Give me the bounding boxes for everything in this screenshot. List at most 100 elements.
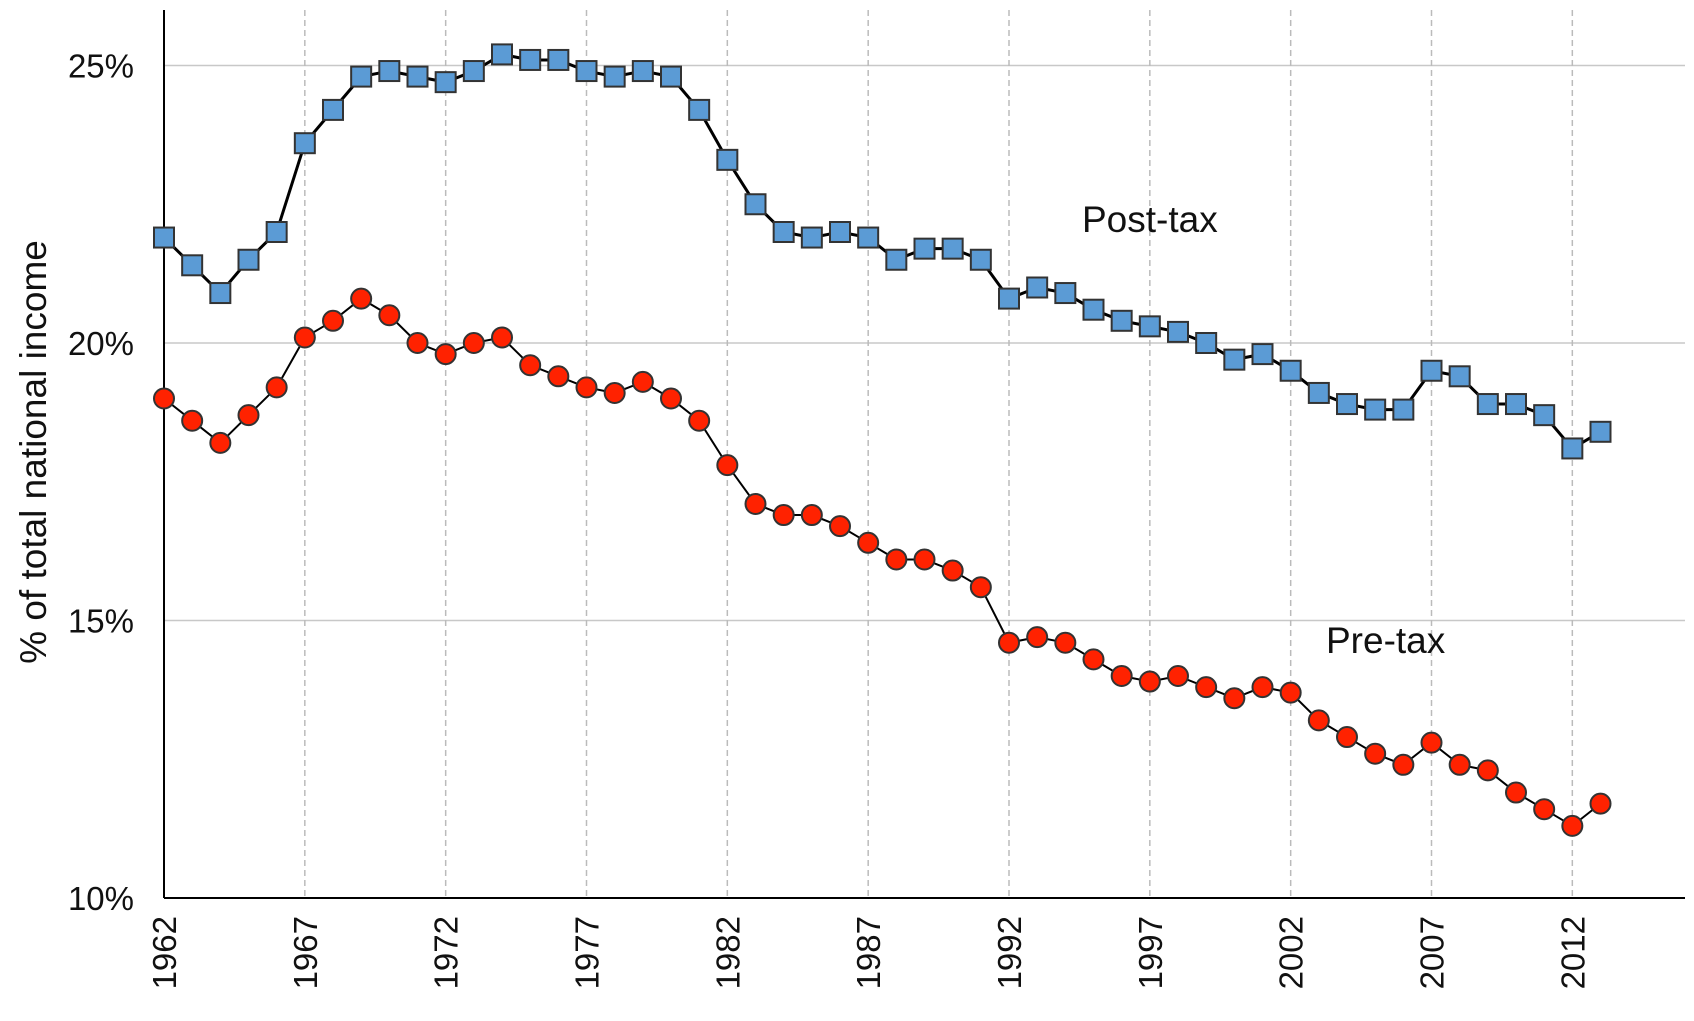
point — [631, 60, 654, 83]
point — [1336, 726, 1358, 749]
point — [1561, 814, 1584, 837]
point — [265, 376, 288, 399]
x-tick-label: 1997 — [1132, 916, 1169, 989]
point — [1420, 731, 1443, 754]
point — [631, 370, 654, 393]
point — [1533, 798, 1556, 821]
x-tick-label: 1967 — [287, 916, 324, 989]
point — [688, 409, 711, 432]
point — [1476, 393, 1499, 416]
point — [744, 193, 767, 216]
point — [829, 221, 851, 243]
series-label: Pre-tax — [1326, 620, 1446, 661]
point — [969, 576, 992, 599]
point — [800, 504, 823, 527]
point — [153, 387, 175, 410]
point — [434, 343, 457, 366]
point — [885, 248, 908, 271]
point — [1589, 420, 1612, 443]
point — [1505, 393, 1527, 416]
y-tick-label: 15% — [68, 603, 134, 640]
point — [716, 454, 739, 477]
point — [237, 404, 260, 427]
point — [716, 148, 739, 171]
y-tick-label: 20% — [68, 325, 134, 362]
point — [829, 515, 851, 538]
point — [1448, 753, 1471, 776]
point — [350, 287, 373, 310]
point — [209, 282, 232, 305]
x-tick-label: 1992 — [991, 916, 1028, 989]
point — [1505, 781, 1527, 804]
point — [1364, 398, 1387, 421]
point — [547, 365, 570, 388]
point — [1279, 359, 1302, 382]
x-tick-label: 2002 — [1273, 916, 1310, 989]
point — [181, 254, 204, 277]
point — [1307, 709, 1330, 732]
y-tick-label: 25% — [68, 48, 134, 85]
point — [322, 309, 344, 332]
x-tick-label: 1962 — [146, 916, 183, 989]
point — [322, 98, 344, 121]
point — [547, 48, 570, 71]
point — [519, 48, 542, 71]
point — [1223, 348, 1246, 371]
point — [1561, 437, 1584, 460]
point — [1026, 626, 1049, 649]
point — [1251, 676, 1274, 699]
point — [1392, 753, 1415, 776]
point — [350, 65, 373, 88]
point — [378, 304, 401, 327]
series-line — [162, 52, 1602, 451]
point — [237, 248, 260, 271]
point — [491, 326, 513, 349]
point — [153, 226, 175, 249]
point — [293, 132, 316, 155]
point — [1138, 315, 1161, 338]
point — [462, 332, 485, 354]
point — [998, 631, 1020, 654]
point — [1167, 665, 1189, 687]
point — [941, 559, 964, 582]
point — [660, 65, 682, 88]
point — [462, 60, 485, 83]
point — [1110, 665, 1133, 687]
point — [1307, 381, 1330, 404]
point — [1533, 404, 1556, 427]
x-tick-label: 1977 — [569, 916, 606, 989]
point — [1167, 320, 1189, 343]
point — [941, 237, 964, 260]
point — [1082, 298, 1105, 321]
point — [434, 71, 457, 94]
point — [1589, 792, 1612, 815]
point — [1279, 681, 1302, 704]
point — [1026, 276, 1049, 299]
point — [603, 381, 626, 404]
point — [857, 531, 880, 554]
point — [885, 548, 908, 571]
point — [209, 431, 232, 454]
series-label: Post-tax — [1082, 199, 1218, 240]
point — [1082, 648, 1105, 671]
x-tick-label: 2007 — [1414, 916, 1451, 989]
point — [575, 60, 598, 83]
point — [1195, 332, 1218, 354]
point — [1138, 670, 1161, 693]
x-tick-label: 1972 — [428, 916, 465, 989]
point — [406, 332, 429, 354]
point — [378, 60, 401, 83]
point — [688, 98, 711, 121]
point — [181, 409, 204, 432]
point — [1195, 676, 1218, 699]
point — [913, 237, 936, 260]
point — [1336, 393, 1358, 416]
point — [998, 287, 1020, 310]
x-tick-label: 2012 — [1554, 916, 1591, 989]
point — [660, 387, 682, 410]
point — [265, 221, 288, 243]
point — [293, 326, 316, 349]
point — [575, 376, 598, 399]
x-tick-label: 1982 — [709, 916, 746, 989]
point — [1476, 759, 1499, 782]
